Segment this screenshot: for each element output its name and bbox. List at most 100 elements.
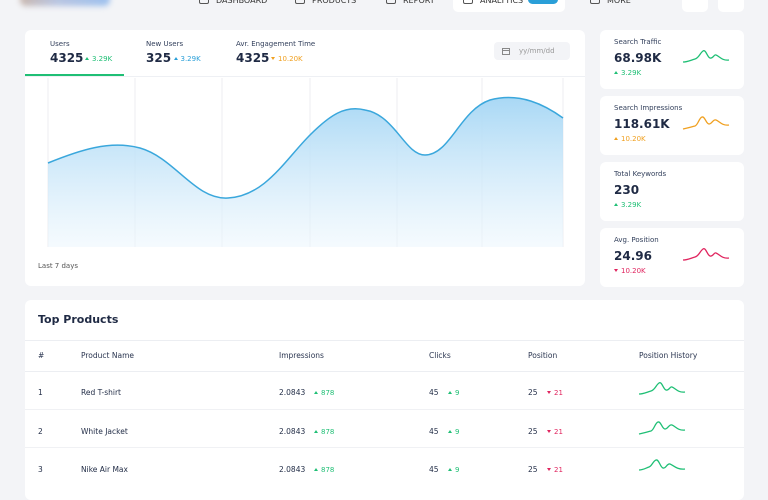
position: 25 xyxy=(528,388,538,397)
sparkline-path xyxy=(682,50,730,63)
products-card xyxy=(25,300,744,500)
clicks: 45 xyxy=(429,388,439,397)
position: 25 xyxy=(528,427,538,436)
product-name: White Jacket xyxy=(81,427,128,436)
trend-arrow xyxy=(614,203,618,206)
trend-arrow xyxy=(314,429,318,433)
change: 3.29K xyxy=(614,69,641,77)
column-header: Clicks xyxy=(429,351,451,360)
date-placeholder: yy/mm/dd xyxy=(519,47,555,55)
trend-arrow xyxy=(448,467,452,471)
stat-value: 4325 xyxy=(236,51,270,65)
change: 878 xyxy=(314,428,334,436)
sparkline xyxy=(638,382,686,395)
trend-arrow xyxy=(314,467,318,471)
tab-underline xyxy=(25,74,124,76)
change: 3.29K xyxy=(85,55,112,63)
row-divider xyxy=(25,447,744,448)
nav-label: MORE xyxy=(607,0,631,5)
change-value: 10.20K xyxy=(278,55,303,63)
change: 21 xyxy=(547,389,563,397)
nav-label: REPORT xyxy=(403,0,435,5)
rank: 3 xyxy=(38,465,43,474)
change-value: 3.29K xyxy=(92,55,113,63)
change-value: 878 xyxy=(321,388,335,397)
change-value: 21 xyxy=(554,465,563,474)
sparkline xyxy=(682,248,730,261)
settings-button[interactable] xyxy=(718,0,744,12)
change: 21 xyxy=(547,428,563,436)
change-value: 9 xyxy=(455,465,460,474)
metric-value: 68.98K xyxy=(614,51,662,65)
metric-title: Total Keywords xyxy=(614,170,667,178)
nav-badge xyxy=(528,0,558,4)
trend-arrow xyxy=(85,57,89,60)
stat-label: Users xyxy=(50,40,70,48)
calendar-icon xyxy=(502,48,510,55)
column-header: Position History xyxy=(639,351,698,360)
notification-button[interactable] xyxy=(682,0,708,12)
column-header: Product Name xyxy=(81,351,134,360)
stat-tab[interactable]: Users 4325 3.29K xyxy=(50,38,140,68)
nav-icon xyxy=(386,0,396,4)
metric-card: Search Impressions 118.61K 10.20K xyxy=(600,96,744,155)
chart-card xyxy=(25,30,585,286)
stat-label: Avr. Engagement Time xyxy=(236,40,316,48)
change-value: 3.29K xyxy=(621,201,642,209)
trend-arrow xyxy=(614,71,618,74)
position: 25 xyxy=(528,465,538,474)
stat-value: 4325 xyxy=(50,51,84,65)
metric-card: Total Keywords 230 3.29K xyxy=(600,162,744,221)
change: 9 xyxy=(448,389,459,397)
change: 10.20K xyxy=(614,135,646,143)
sparkline xyxy=(638,459,686,471)
trend-arrow xyxy=(173,57,178,60)
metric-title: Search Impressions xyxy=(614,104,683,112)
change-value: 878 xyxy=(321,465,335,474)
sparkline xyxy=(638,421,686,435)
nav-item[interactable]: MORE xyxy=(590,0,631,5)
metric-title: Avg. Position xyxy=(614,236,659,244)
metric-title: Search Traffic xyxy=(614,38,662,46)
change: 3.29K xyxy=(173,55,201,63)
nav-item[interactable]: PRODUCTS xyxy=(295,0,356,5)
product-name: Red T-shirt xyxy=(81,388,122,397)
nav-icon xyxy=(199,0,209,4)
change: 10.20K xyxy=(614,267,646,275)
sparkline-path xyxy=(682,116,730,130)
metric-card: Avg. Position 24.96 10.20K xyxy=(600,228,744,287)
metric-value: 230 xyxy=(614,183,640,197)
stat-tab[interactable]: Avr. Engagement Time 4325 10.20K xyxy=(236,38,326,68)
change: 3.29K xyxy=(614,201,641,209)
column-header: Position xyxy=(528,351,558,360)
column-header: # xyxy=(38,351,45,360)
product-name: Nike Air Max xyxy=(81,465,128,474)
sparkline-path xyxy=(638,421,686,435)
nav-item[interactable]: ANALYTICS xyxy=(463,0,523,5)
change: 21 xyxy=(547,466,563,474)
sparkline-path xyxy=(638,459,686,471)
chart-caption: Last 7 days xyxy=(38,262,79,270)
change: 9 xyxy=(448,428,459,436)
trend-arrow xyxy=(448,429,452,433)
nav-item[interactable]: REPORT xyxy=(386,0,435,5)
stat-tab[interactable]: New Users 325 3.29K xyxy=(146,38,236,68)
nav-item[interactable]: DASHBOARD xyxy=(199,0,267,5)
change-value: 9 xyxy=(455,427,460,436)
logo[interactable] xyxy=(20,0,110,6)
date-input[interactable]: yy/mm/dd xyxy=(494,42,570,60)
trend-arrow xyxy=(448,390,452,394)
change: 9 xyxy=(448,466,459,474)
rank: 2 xyxy=(38,427,43,436)
stat-label: New Users xyxy=(146,40,184,48)
sparkline xyxy=(682,50,730,63)
rank: 1 xyxy=(38,388,43,397)
impressions: 2.0843 xyxy=(279,465,306,474)
nav-label: PRODUCTS xyxy=(312,0,357,5)
change: 878 xyxy=(314,466,334,474)
trend-arrow xyxy=(271,57,275,60)
clicks: 45 xyxy=(429,465,439,474)
change-value: 9 xyxy=(455,388,460,397)
sparkline xyxy=(682,116,730,130)
column-header: Impressions xyxy=(279,351,324,360)
